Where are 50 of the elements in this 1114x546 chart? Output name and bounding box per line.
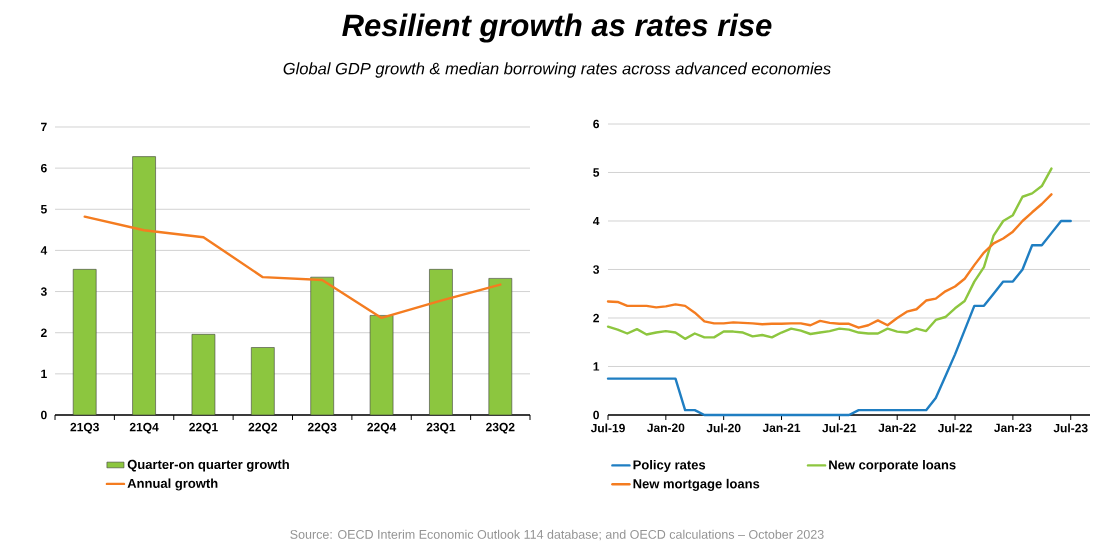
y-tick-label: 0 <box>593 410 599 420</box>
x-tick-label: Jul-19 <box>590 423 625 433</box>
x-tick-label: 22Q1 <box>189 422 218 434</box>
y-tick-label: 1 <box>593 362 600 371</box>
bar <box>191 334 216 416</box>
legend-label: New corporate loans <box>829 459 956 473</box>
y-tick-label: 0 <box>41 410 47 420</box>
x-tick-label: Jul-20 <box>706 423 741 433</box>
bar <box>369 315 394 416</box>
x-tick-label: Jan-23 <box>994 423 1032 433</box>
y-tick-label: 5 <box>40 205 47 214</box>
chart-subtitle: Global GDP growth & median borrowing rates across advanced economies <box>283 62 831 78</box>
x-tick-label: Jul-23 <box>1053 423 1088 433</box>
y-tick-label: 6 <box>40 163 47 173</box>
x-tick-label: Jan-22 <box>878 423 916 433</box>
chart-title: Resilient growth as rates rise <box>342 13 772 43</box>
x-tick-label: 23Q2 <box>486 422 515 434</box>
x-tick-label: 22Q3 <box>307 422 337 434</box>
y-tick-label: 3 <box>593 265 600 274</box>
y-tick-label: 4 <box>40 246 48 255</box>
bar <box>429 269 453 416</box>
y-tick-label: 2 <box>40 328 47 337</box>
y-tick-label: 2 <box>593 313 599 323</box>
line-series <box>83 215 502 320</box>
line-series <box>606 167 1053 341</box>
bar <box>132 156 156 416</box>
bar <box>488 278 513 416</box>
bar <box>310 276 334 416</box>
bar <box>251 347 275 416</box>
x-tick-label: 22Q4 <box>367 422 397 434</box>
legend-label: Annual growth <box>127 478 218 491</box>
y-tick-label: 6 <box>593 119 600 129</box>
x-tick-label: 21Q4 <box>129 422 159 434</box>
x-tick-label: Jul-21 <box>822 423 857 433</box>
y-tick-label: 4 <box>592 216 600 226</box>
x-tick-label: 22Q2 <box>248 422 278 434</box>
legend-label: Quarter-on quarter growth <box>127 459 289 472</box>
x-tick-label: Jan-21 <box>762 423 801 433</box>
x-tick-label: 23Q1 <box>426 422 456 434</box>
legend-label: New mortgage loans <box>633 478 760 492</box>
y-tick-label: 1 <box>41 369 47 378</box>
y-tick-label: 7 <box>41 122 47 132</box>
x-tick-label: 21Q3 <box>70 422 99 434</box>
legend-label: Policy rates <box>633 459 706 473</box>
source-note: Source: OECD Interim Economic Outlook 114 database; and OECD calculations – October 2023 <box>290 529 824 541</box>
x-tick-label: Jul-22 <box>937 423 972 433</box>
x-tick-label: Jan-20 <box>647 423 685 433</box>
bar <box>72 269 97 416</box>
y-tick-label: 3 <box>40 287 47 296</box>
y-tick-label: 5 <box>593 168 600 177</box>
